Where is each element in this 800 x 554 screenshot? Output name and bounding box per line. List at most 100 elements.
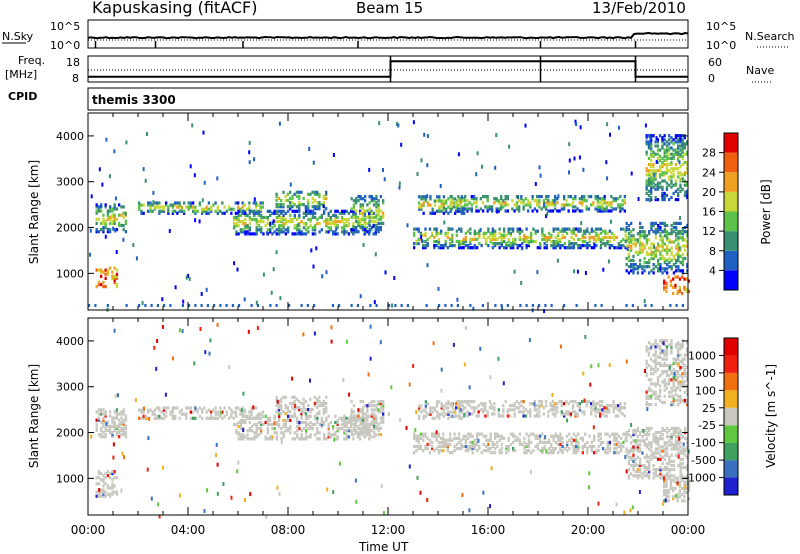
range-cell bbox=[252, 201, 255, 205]
range-cell bbox=[467, 229, 470, 233]
range-cell bbox=[527, 244, 530, 248]
range-cell bbox=[449, 432, 452, 436]
range-cell bbox=[570, 229, 573, 233]
range-cell bbox=[681, 156, 684, 160]
range-cell bbox=[645, 443, 649, 447]
range-cell bbox=[165, 203, 168, 207]
range-cell bbox=[657, 437, 660, 441]
range-cell bbox=[541, 451, 544, 455]
range-cell bbox=[494, 434, 497, 438]
range-cell bbox=[458, 410, 461, 414]
range-cell bbox=[464, 203, 467, 207]
range-cell bbox=[674, 179, 678, 183]
range-cell bbox=[347, 232, 350, 236]
range-cell bbox=[672, 285, 675, 289]
range-cell bbox=[266, 437, 269, 441]
range-cell bbox=[451, 233, 454, 237]
range-cell bbox=[260, 213, 263, 217]
range-cell bbox=[298, 209, 301, 213]
range-cell bbox=[368, 219, 371, 223]
range-cell bbox=[316, 205, 319, 209]
range-cell bbox=[178, 205, 181, 209]
range-cell bbox=[586, 440, 589, 444]
range-cell bbox=[118, 221, 121, 225]
range-cell bbox=[681, 177, 684, 181]
range-cell bbox=[311, 209, 314, 213]
range-cell bbox=[106, 215, 110, 219]
range-cell bbox=[352, 414, 356, 418]
range-cell bbox=[361, 213, 365, 217]
range-cell bbox=[192, 410, 195, 414]
range-cell bbox=[665, 156, 669, 160]
range-cell bbox=[665, 357, 669, 361]
range-cell bbox=[530, 239, 533, 244]
range-cell bbox=[382, 406, 385, 410]
range-cell bbox=[374, 220, 377, 224]
range-cell bbox=[504, 197, 507, 201]
range-cell bbox=[369, 324, 372, 329]
range-cell bbox=[623, 414, 626, 418]
range-cell bbox=[650, 195, 653, 200]
range-cell bbox=[504, 195, 507, 199]
range-cell bbox=[681, 357, 684, 361]
range-cell bbox=[113, 280, 116, 285]
range-cell bbox=[579, 244, 582, 248]
range-cell bbox=[329, 435, 332, 439]
range-cell bbox=[356, 433, 359, 437]
range-cell bbox=[581, 444, 584, 449]
range-cell bbox=[383, 177, 386, 182]
range-cell bbox=[550, 233, 553, 237]
range-cell bbox=[494, 451, 497, 455]
range-cell bbox=[237, 224, 240, 228]
range-cell bbox=[608, 404, 611, 408]
range-cell bbox=[572, 451, 575, 455]
range-cell bbox=[304, 412, 307, 416]
range-cell bbox=[460, 195, 463, 199]
range-cell bbox=[666, 451, 669, 455]
range-cell bbox=[659, 363, 662, 367]
range-cell bbox=[585, 404, 588, 408]
range-cell bbox=[677, 349, 680, 353]
range-cell bbox=[572, 227, 575, 231]
range-cell bbox=[318, 222, 321, 226]
range-cell bbox=[244, 498, 246, 502]
range-cell bbox=[657, 242, 660, 246]
range-cell bbox=[659, 390, 662, 394]
range-cell bbox=[677, 187, 680, 191]
range-cell bbox=[90, 434, 93, 439]
range-cell bbox=[106, 492, 110, 496]
range-cell bbox=[433, 434, 436, 438]
range-cell bbox=[457, 207, 460, 211]
range-cell bbox=[553, 199, 556, 204]
range-cell bbox=[253, 435, 256, 439]
range-cell bbox=[366, 215, 369, 219]
range-cell bbox=[325, 207, 328, 211]
range-cell bbox=[466, 402, 469, 406]
range-cell bbox=[681, 187, 684, 191]
range-cell bbox=[686, 468, 689, 472]
range-cell bbox=[611, 235, 614, 239]
range-cell bbox=[601, 197, 604, 201]
range-cell bbox=[230, 412, 233, 416]
range-cell bbox=[235, 429, 238, 433]
range-cell bbox=[269, 224, 272, 228]
range-cell bbox=[608, 447, 611, 451]
range-cell bbox=[278, 416, 281, 420]
range-cell bbox=[550, 449, 553, 453]
range-cell bbox=[366, 433, 369, 437]
range-cell bbox=[446, 438, 449, 442]
range-cell bbox=[612, 197, 615, 201]
range-cell bbox=[650, 256, 653, 261]
range-cell bbox=[352, 228, 356, 232]
range-cell bbox=[366, 422, 369, 426]
range-cell bbox=[284, 403, 287, 408]
range-cell bbox=[370, 422, 373, 426]
range-cell bbox=[612, 408, 615, 412]
range-cell bbox=[361, 431, 364, 435]
range-cell bbox=[686, 447, 689, 451]
range-cell bbox=[278, 425, 281, 429]
range-cell bbox=[418, 408, 421, 412]
range-cell bbox=[458, 209, 461, 213]
range-cell bbox=[507, 436, 510, 440]
range-cell bbox=[674, 359, 678, 363]
